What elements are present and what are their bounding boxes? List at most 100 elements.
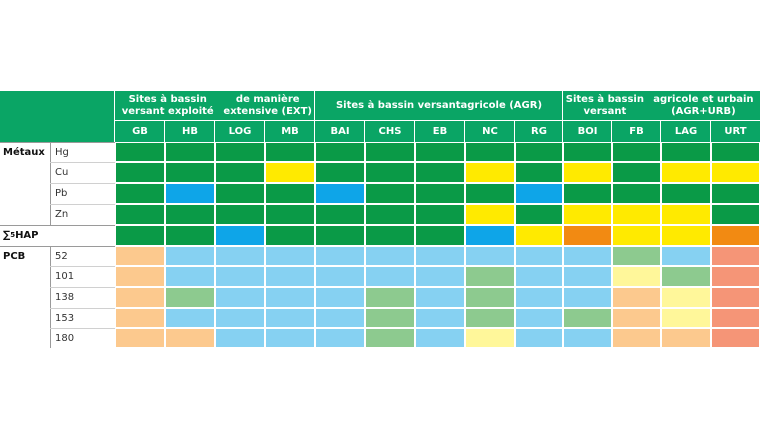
site-code: FB	[612, 121, 661, 142]
data-cell	[266, 143, 314, 161]
data-cell	[516, 143, 562, 161]
column-separator	[464, 121, 465, 142]
data-cell	[564, 247, 611, 265]
data-cell	[266, 205, 314, 224]
data-cell	[564, 205, 611, 224]
data-cell	[466, 143, 514, 161]
data-cell	[466, 309, 514, 327]
column-separator	[514, 121, 515, 142]
site-code: LOG	[215, 121, 265, 142]
data-cell	[416, 288, 464, 307]
site-code: BAI	[315, 121, 365, 142]
sum-symbol: ∑	[3, 229, 11, 241]
data-cell	[712, 184, 759, 203]
site-code: CHS	[365, 121, 415, 142]
data-cell	[316, 247, 364, 265]
site-code: BOI	[563, 121, 612, 142]
data-cell	[216, 184, 264, 203]
data-cell	[166, 309, 214, 327]
data-cell	[116, 163, 164, 182]
header-separator	[115, 120, 760, 121]
row-separator	[50, 162, 115, 163]
row-label: 180	[55, 332, 75, 344]
data-cell	[416, 226, 464, 245]
data-cell	[712, 288, 759, 307]
data-cell	[466, 329, 514, 347]
data-cell	[366, 184, 414, 203]
data-cell	[662, 247, 710, 265]
data-cell	[662, 309, 710, 327]
data-cell	[266, 163, 314, 182]
data-cell	[466, 205, 514, 224]
data-cell	[216, 143, 264, 161]
data-cell	[516, 226, 562, 245]
data-cell	[516, 163, 562, 182]
data-cell	[166, 163, 214, 182]
data-cell	[216, 267, 264, 286]
data-cell	[316, 205, 364, 224]
data-cell	[216, 205, 264, 224]
row-label: 101	[55, 271, 75, 282]
row-separator	[50, 308, 115, 309]
data-cell	[516, 247, 562, 265]
data-cell	[166, 288, 214, 307]
data-cell	[366, 163, 414, 182]
data-cell	[266, 329, 314, 347]
data-cell	[116, 329, 164, 347]
data-cell	[266, 288, 314, 307]
data-cell	[266, 309, 314, 327]
category-label: PCB	[3, 250, 26, 262]
data-cell	[516, 288, 562, 307]
group-header-line: Sites à bassin versant	[335, 100, 461, 111]
data-cell	[366, 288, 414, 307]
column-separator	[611, 121, 612, 142]
site-code: GB	[115, 121, 165, 142]
data-cell	[613, 329, 660, 347]
data-cell	[216, 309, 264, 327]
column-separator	[710, 121, 711, 142]
data-cell	[712, 309, 759, 327]
data-cell	[216, 247, 264, 265]
group-header: Sites à bassin versant agricole et urbain…	[563, 91, 760, 121]
row-label: Cu	[55, 167, 69, 178]
row-label: 52	[55, 250, 68, 262]
site-code: URT	[711, 121, 760, 142]
data-cell	[613, 267, 660, 286]
data-cell	[466, 247, 514, 265]
data-cell	[613, 184, 660, 203]
data-cell	[662, 288, 710, 307]
group-header-line: de manière extensive (EXT)	[223, 94, 313, 117]
data-cell	[216, 288, 264, 307]
data-cell	[416, 247, 464, 265]
row-separator	[50, 266, 115, 267]
data-cell	[116, 247, 164, 265]
data-cell	[116, 226, 164, 245]
site-code: EB	[415, 121, 465, 142]
column-separator	[114, 91, 115, 142]
column-separator	[562, 91, 563, 142]
data-cell	[166, 247, 214, 265]
row-separator	[50, 183, 115, 184]
data-cell	[466, 288, 514, 307]
data-cell	[466, 163, 514, 182]
data-cell	[416, 205, 464, 224]
data-cell	[166, 205, 214, 224]
row-separator	[50, 328, 115, 329]
category-label: Métaux	[3, 146, 45, 158]
data-cell	[266, 267, 314, 286]
data-cell	[516, 184, 562, 203]
data-cell	[662, 329, 710, 347]
data-cell	[662, 143, 710, 161]
column-separator	[414, 121, 415, 142]
data-cell	[564, 163, 611, 182]
row-separator	[50, 204, 115, 205]
data-cell	[516, 205, 562, 224]
data-cell	[662, 226, 710, 245]
data-cell	[564, 288, 611, 307]
column-separator	[164, 121, 165, 142]
row-label: 153	[55, 312, 75, 324]
site-code: MB	[265, 121, 315, 142]
data-cell	[366, 309, 414, 327]
data-cell	[712, 163, 759, 182]
